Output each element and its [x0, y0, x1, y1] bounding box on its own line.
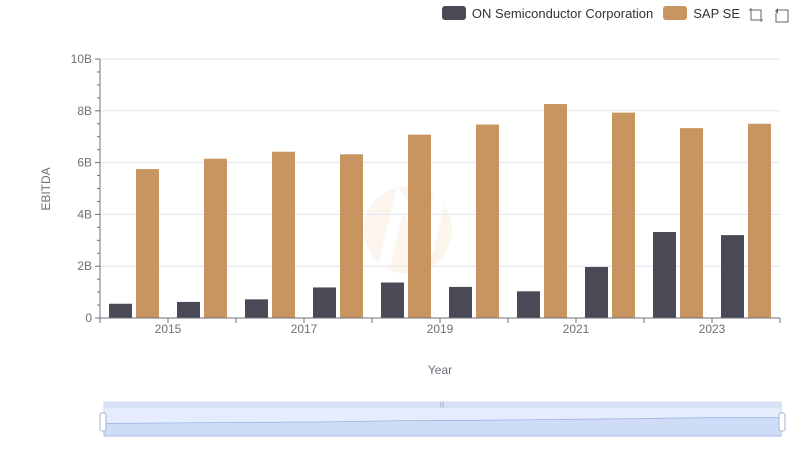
- data-zoom-top-bar[interactable]: [104, 402, 781, 408]
- bar-sap-se-2017[interactable]: [340, 154, 363, 318]
- y-tick-label: 0: [85, 311, 92, 325]
- bar-sap-se-2018[interactable]: [408, 134, 431, 318]
- data-zoom-handle-left[interactable]: [99, 412, 107, 432]
- legend-label-on-semiconductor: ON Semiconductor Corporation: [471, 5, 654, 21]
- data-zoom-grip-icon[interactable]: |||: [440, 402, 445, 408]
- x-axis-title: Year: [428, 363, 452, 377]
- y-tick-label: 8B: [77, 104, 92, 118]
- bar-sap-se-2014[interactable]: [136, 169, 159, 318]
- zoom-icon[interactable]: [748, 7, 764, 23]
- bar-sap-se-2019[interactable]: [476, 124, 499, 318]
- bar-on-semiconductor-2022[interactable]: [653, 232, 676, 318]
- y-tick-label: 10B: [71, 52, 92, 66]
- axes: 0 2B 4B 6B 8B 10B 2015 2017 2019 2021 2023: [71, 52, 781, 336]
- y-axis-title: EBITDA: [39, 167, 53, 210]
- data-zoom-slider[interactable]: |||: [99, 401, 786, 437]
- legend-label-sap-se: SAP SE: [693, 5, 740, 21]
- bar-sap-se-2016[interactable]: [272, 151, 295, 318]
- x-tick-label: 2015: [155, 322, 182, 336]
- legend-item-on-semiconductor[interactable]: ON Semiconductor Corporation: [441, 5, 654, 21]
- bar-sap-se-2023[interactable]: [748, 123, 771, 318]
- y-tick-label: 2B: [77, 259, 92, 273]
- bar-on-semiconductor-2020[interactable]: [517, 291, 540, 318]
- y-tick-label: 4B: [77, 207, 92, 221]
- bar-on-semiconductor-2019[interactable]: [449, 286, 472, 318]
- bar-on-semiconductor-2021[interactable]: [585, 266, 608, 318]
- legend-swatch-sap-se: [663, 6, 688, 20]
- bar-sap-se-2022[interactable]: [680, 128, 703, 318]
- x-tick-label: 2023: [699, 322, 726, 336]
- bar-on-semiconductor-2018[interactable]: [381, 282, 404, 318]
- restore-icon[interactable]: [774, 7, 790, 23]
- legend-item-sap-se[interactable]: SAP SE: [663, 6, 740, 21]
- x-tick-label: 2017: [291, 322, 318, 336]
- bar-on-semiconductor-2014[interactable]: [109, 303, 132, 318]
- chart-toolbox: [748, 7, 790, 23]
- bar-sap-se-2015[interactable]: [204, 158, 227, 318]
- x-tick-label: 2019: [427, 322, 454, 336]
- bars: [109, 104, 771, 318]
- bar-on-semiconductor-2016[interactable]: [245, 299, 268, 318]
- bar-sap-se-2021[interactable]: [612, 112, 635, 318]
- data-zoom-handle-right[interactable]: [778, 412, 786, 432]
- legend-swatch-on-semiconductor: [441, 6, 466, 20]
- bar-on-semiconductor-2017[interactable]: [313, 287, 336, 318]
- x-tick-label: 2021: [563, 322, 590, 336]
- bar-on-semiconductor-2023[interactable]: [721, 235, 744, 318]
- chart-legend: ON Semiconductor Corporation SAP SE: [441, 4, 740, 22]
- bar-sap-se-2020[interactable]: [544, 104, 567, 318]
- bar-on-semiconductor-2015[interactable]: [177, 301, 200, 318]
- y-tick-label: 6B: [77, 156, 92, 170]
